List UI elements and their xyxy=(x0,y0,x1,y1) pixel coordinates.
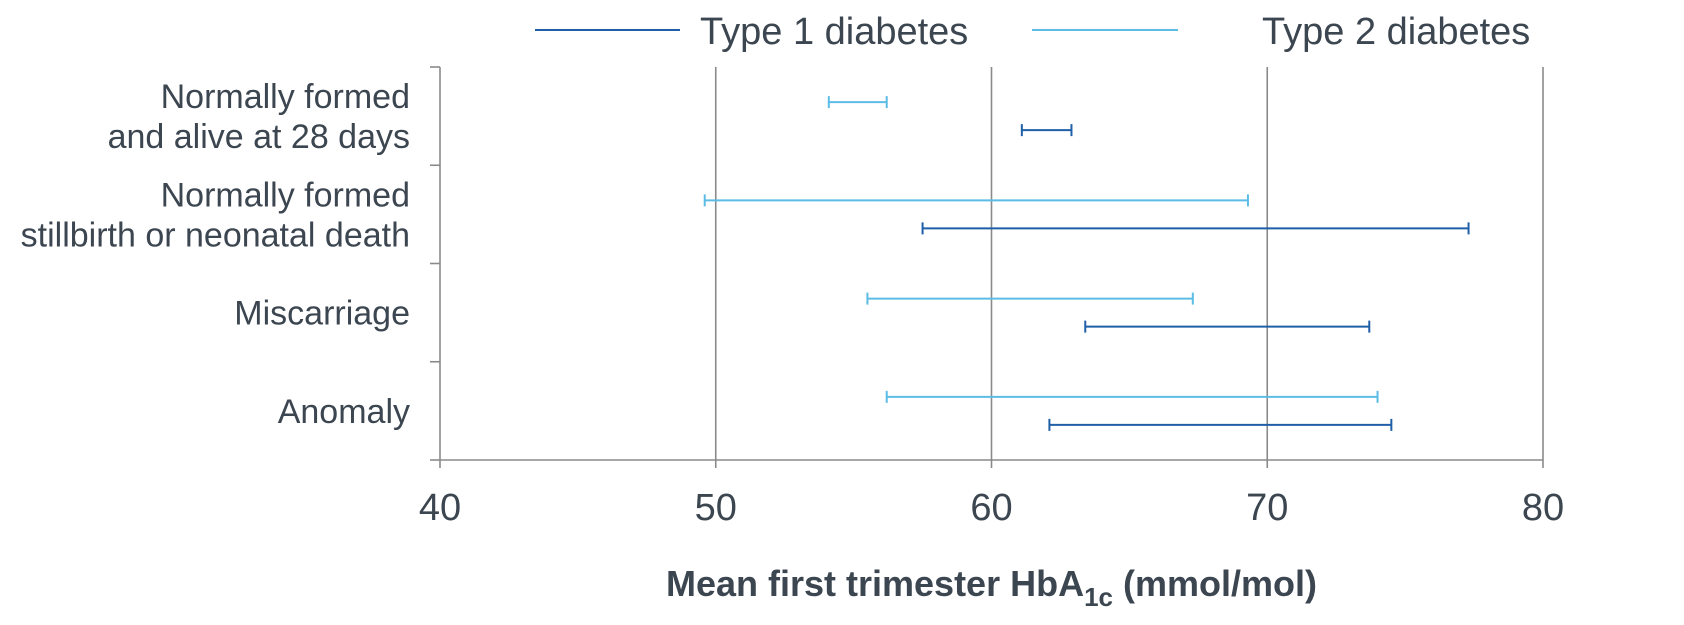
category-label: stillbirth or neonatal death xyxy=(21,216,410,254)
x-tick-label: 80 xyxy=(1522,487,1564,529)
x-axis-label-subscript: 1c xyxy=(1084,582,1113,612)
x-tick-label: 40 xyxy=(419,487,461,529)
category-label: and alive at 28 days xyxy=(108,118,410,156)
x-axis-label: Mean first trimester HbA1c (mmol/mol) xyxy=(666,563,1317,612)
legend-label: Type 2 diabetes xyxy=(1262,11,1530,53)
legend-label: Type 1 diabetes xyxy=(700,11,968,53)
x-axis-label-main: Mean first trimester HbA xyxy=(666,563,1084,604)
x-tick-label: 50 xyxy=(695,487,737,529)
category-label: Miscarriage xyxy=(234,295,410,333)
category-label: Normally formed xyxy=(161,78,410,116)
category-label: Normally formed xyxy=(161,176,410,214)
x-axis-label-unit: (mmol/mol) xyxy=(1113,563,1317,604)
category-label: Anomaly xyxy=(278,393,410,431)
x-tick-label: 60 xyxy=(970,487,1012,529)
x-tick-label: 70 xyxy=(1246,487,1288,529)
